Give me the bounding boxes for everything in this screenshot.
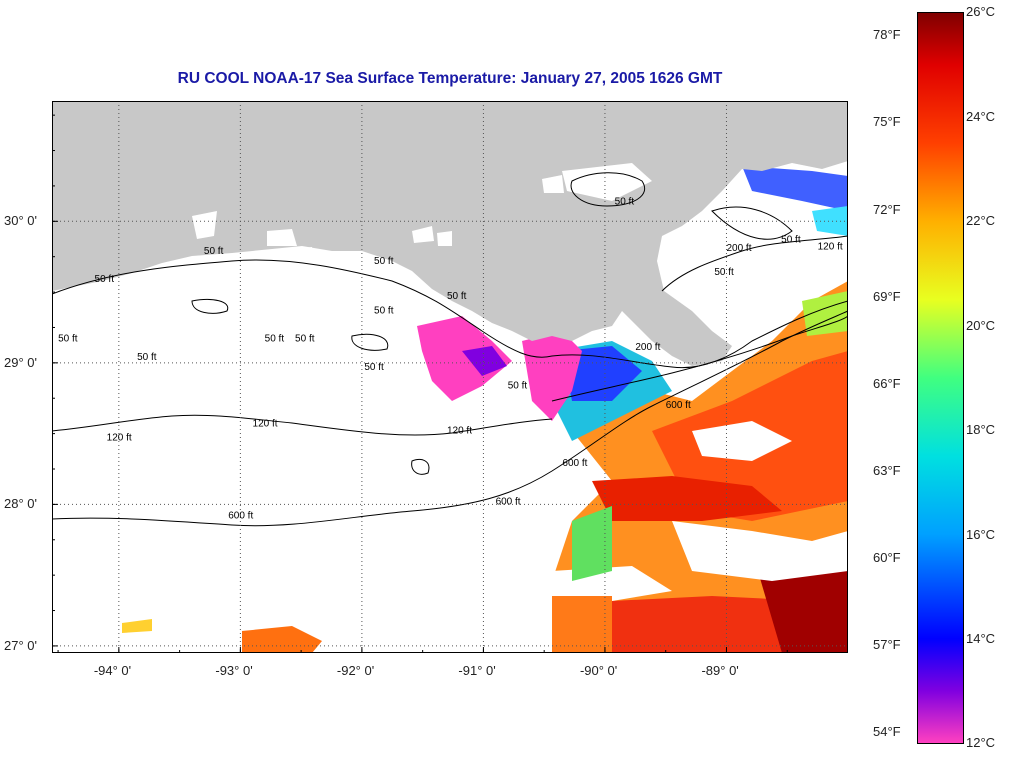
contour-shoal-2 <box>351 333 389 351</box>
sst-patch-mid-red <box>592 476 782 521</box>
sst-patch-ne-yellowgreen <box>802 291 848 336</box>
colorbar-celsius-label: 16°C <box>966 526 996 542</box>
temperature-colorbar <box>917 12 964 744</box>
map-grid <box>52 101 848 653</box>
sst-patch-purple <box>462 346 507 376</box>
longitude-tick-label: -94° 0' <box>93 663 132 678</box>
contour-label: 120 ft <box>447 426 472 437</box>
cloud-patch-land-1 <box>192 211 217 239</box>
longitude-tick-label: -92° 0' <box>336 663 375 678</box>
contour-600ft <box>52 310 848 527</box>
contour-label: 600 ft <box>228 511 253 522</box>
cloud-patch-land-2 <box>267 229 297 246</box>
colorbar-celsius-label: 12°C <box>966 735 996 750</box>
sst-patch-sw-small <box>122 619 152 633</box>
colorbar-fahrenheit-label: 69°F <box>873 288 901 304</box>
page-title: RU COOL NOAA-17 Sea Surface Temperature:… <box>177 70 723 87</box>
colorbar-fahrenheit-label: 78°F <box>873 27 901 43</box>
contour-label: 50 ft <box>295 334 315 345</box>
contour-label: 50 ft <box>137 352 157 363</box>
longitude-tick-label: -90° 0' <box>579 663 618 678</box>
contour-coast-east <box>661 235 848 292</box>
longitude-tick-label: -93° 0' <box>215 663 253 678</box>
colorbar-celsius-label: 14°C <box>966 631 996 647</box>
cloud-patch-land-6 <box>412 226 434 243</box>
contour-lake <box>570 172 645 207</box>
contour-label: 50 ft <box>374 256 394 267</box>
contour-label: 600 ft <box>666 400 691 411</box>
cloud-patch-land-5 <box>562 163 652 201</box>
sst-data-layer <box>122 166 848 653</box>
latitude-tick-label: 30° 0' <box>4 213 37 229</box>
latitude-tick-label: 28° 0' <box>4 496 37 512</box>
longitude-tick-label: -91° 0' <box>458 663 496 678</box>
contour-shoal-3 <box>411 459 430 475</box>
colorbar-fahrenheit-label: 57°F <box>873 637 901 653</box>
sst-patch-ne-blue <box>742 166 848 211</box>
sst-patch-ne-cyan <box>812 206 848 236</box>
sst-patch-south-orange <box>552 596 612 653</box>
contour-label: 50 ft <box>204 246 224 257</box>
map-ticks <box>52 114 848 653</box>
contour-label: 200 ft <box>635 342 660 353</box>
contour-label: 600 ft <box>496 496 521 507</box>
colorbar-celsius-label: 22°C <box>966 213 996 229</box>
cloud-gap-3 <box>692 421 792 461</box>
contour-label: 50 ft <box>615 196 635 207</box>
contour-label: 600 ft <box>562 458 587 469</box>
contour-label: 50 ft <box>364 362 384 373</box>
latitude-tick-label: 29° 0' <box>4 354 37 370</box>
contour-label: 200 ft <box>726 243 751 254</box>
contour-label: 50 ft <box>95 274 115 285</box>
colorbar-fahrenheit-label: 66°F <box>873 375 901 391</box>
contour-200ft <box>551 315 848 402</box>
map-frame <box>52 101 848 653</box>
latitude-tick-label: 27° 0' <box>4 637 37 653</box>
colorbar-fahrenheit-label: 63°F <box>873 462 901 478</box>
contour-50ft <box>52 259 848 369</box>
contour-label: 120 ft <box>818 242 843 253</box>
contour-120ft <box>52 414 553 436</box>
contour-shoal-1 <box>191 298 229 314</box>
contour-label: 50 ft <box>58 334 78 345</box>
cloud-patch-land-3 <box>292 247 314 263</box>
colorbar-celsius-label: 20°C <box>966 317 996 333</box>
bathymetry-contours <box>52 172 848 527</box>
contour-label: 50 ft <box>447 291 467 302</box>
sst-patch-green <box>572 506 612 581</box>
colorbar-celsius-label: 26°C <box>966 4 996 19</box>
colorbar-fahrenheit-label: 54°F <box>873 724 901 740</box>
colorbar-fahrenheit-label: 75°F <box>873 114 901 130</box>
contour-label: 50 ft <box>714 267 734 278</box>
colorbar-celsius-label: 18°C <box>966 422 996 438</box>
sst-patch-pink-west <box>417 316 512 401</box>
colorbar-fahrenheit-label: 60°F <box>873 550 901 566</box>
contour-label: 120 ft <box>253 419 278 430</box>
cloud-gap-1 <box>672 521 848 581</box>
colorbar-fahrenheit-label: 72°F <box>873 201 901 217</box>
contour-label: 50 ft <box>781 235 801 246</box>
cloud-patch-land-7 <box>437 231 452 246</box>
colorbar-celsius-label: 24°C <box>966 108 996 124</box>
contour-label: 120 ft <box>107 433 132 444</box>
contour-labels: 50 ft 50 ft 50 ft 50 ft 50 ft 50 ft 50 ft 50 ft… <box>58 196 843 521</box>
contour-label: 50 ft <box>374 305 394 316</box>
sst-patch-pink-mid <box>522 331 582 421</box>
contour-label: 50 ft <box>508 380 528 391</box>
cloud-patch-land-4 <box>542 175 564 193</box>
sst-map[interactable]: 50 ft 50 ft 50 ft 50 ft 50 ft 50 ft 50 ft 50 ft… <box>52 101 848 653</box>
longitude-tick-label: -89° 0' <box>701 663 739 678</box>
contour-shoal-4 <box>711 206 793 240</box>
contour-label: 50 ft <box>265 334 285 345</box>
sst-patch-sw-orange <box>242 626 322 653</box>
